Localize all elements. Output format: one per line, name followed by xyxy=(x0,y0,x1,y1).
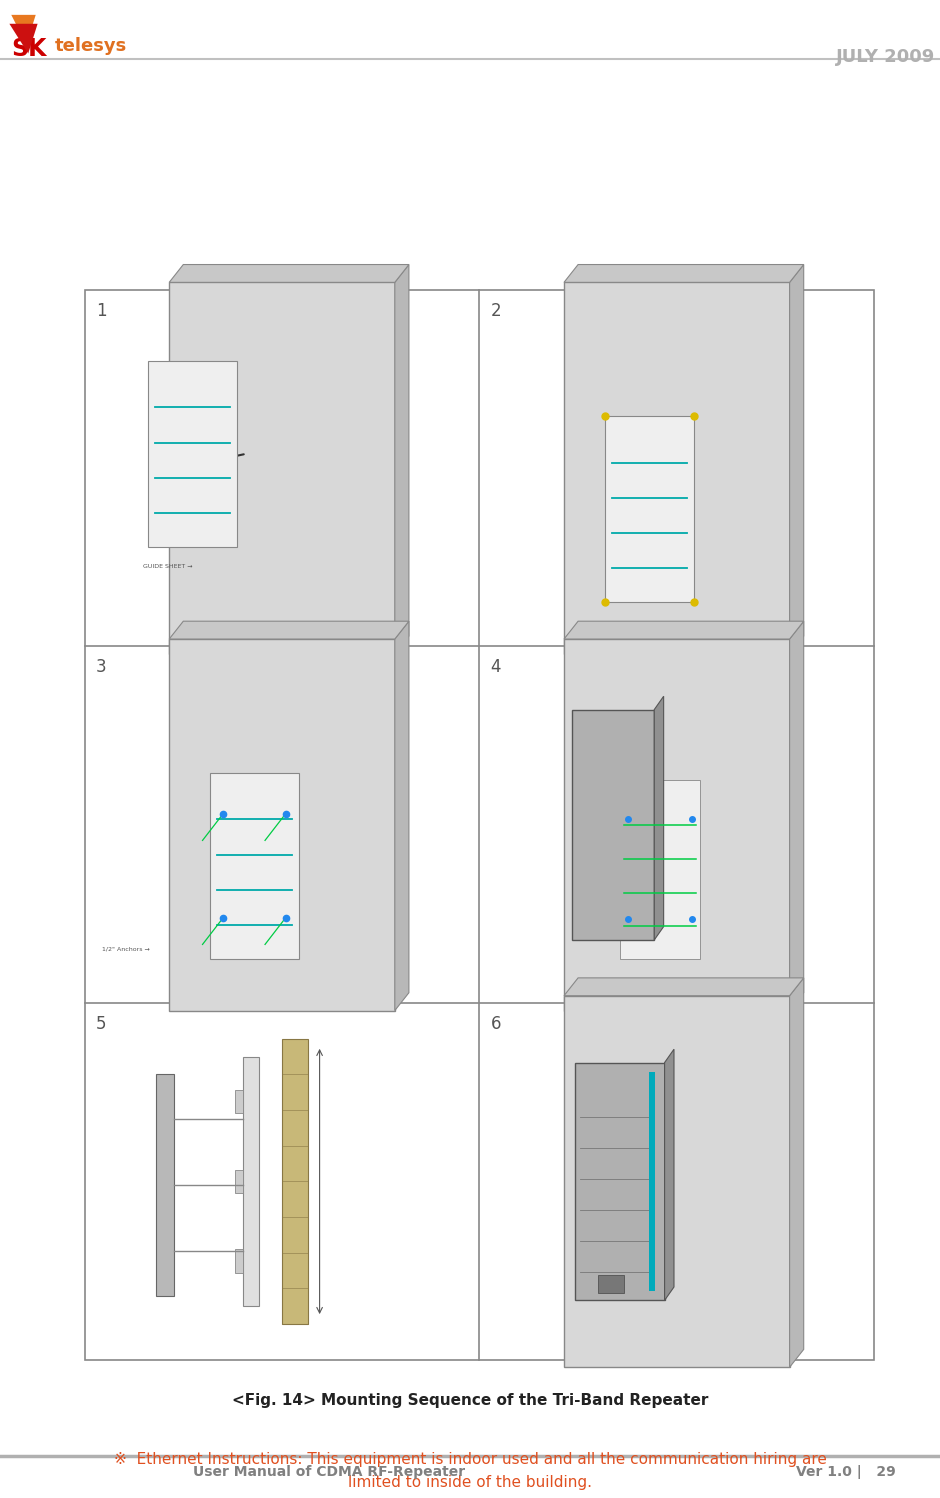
Polygon shape xyxy=(790,622,804,1011)
Bar xyxy=(148,361,237,547)
Polygon shape xyxy=(395,265,409,655)
Text: 1: 1 xyxy=(96,301,106,319)
Bar xyxy=(169,640,395,1011)
Bar xyxy=(572,710,654,939)
Text: SK: SK xyxy=(11,37,47,61)
Bar xyxy=(235,1170,243,1194)
Polygon shape xyxy=(665,1049,674,1300)
Polygon shape xyxy=(169,265,409,282)
Text: 2: 2 xyxy=(491,301,501,319)
Polygon shape xyxy=(654,697,664,939)
Text: Ver 1.0 |   29: Ver 1.0 | 29 xyxy=(796,1465,896,1480)
Bar xyxy=(564,996,790,1368)
Text: 6: 6 xyxy=(491,1016,501,1034)
Text: ※  Ethernet Instructions: This equipment is indoor used and all the communicatio: ※ Ethernet Instructions: This equipment … xyxy=(114,1452,826,1491)
Bar xyxy=(649,1073,655,1291)
Text: <Fig. 14> Mounting Sequence of the Tri-Band Repeater: <Fig. 14> Mounting Sequence of the Tri-B… xyxy=(232,1393,708,1408)
Bar xyxy=(564,640,790,1011)
Text: User Manual of CDMA RF-Repeater: User Manual of CDMA RF-Repeater xyxy=(193,1465,465,1480)
Polygon shape xyxy=(9,24,38,54)
Bar xyxy=(604,416,694,602)
Polygon shape xyxy=(564,265,804,282)
Bar xyxy=(575,1062,665,1300)
Bar xyxy=(620,780,700,959)
Text: 1/2" Anchors →: 1/2" Anchors → xyxy=(102,947,149,951)
Text: JULY 2009: JULY 2009 xyxy=(836,48,935,66)
Polygon shape xyxy=(395,622,409,1011)
Text: 5: 5 xyxy=(96,1016,106,1034)
Bar xyxy=(243,1056,259,1306)
Bar xyxy=(156,1074,175,1296)
Polygon shape xyxy=(11,15,36,45)
Polygon shape xyxy=(169,622,409,640)
Text: telesys: telesys xyxy=(55,37,127,55)
Bar xyxy=(235,1249,243,1273)
Bar xyxy=(85,289,874,1360)
Polygon shape xyxy=(564,978,804,996)
Bar xyxy=(598,1275,624,1293)
Polygon shape xyxy=(790,265,804,655)
Text: 4: 4 xyxy=(491,658,501,677)
Bar xyxy=(235,1089,243,1113)
Text: GUIDE SHEET →: GUIDE SHEET → xyxy=(143,565,193,569)
Bar xyxy=(169,282,395,655)
Bar xyxy=(282,1038,308,1324)
Bar xyxy=(564,282,790,655)
Polygon shape xyxy=(564,622,804,640)
Polygon shape xyxy=(790,978,804,1368)
Bar xyxy=(210,773,299,959)
Text: 3: 3 xyxy=(96,658,106,677)
